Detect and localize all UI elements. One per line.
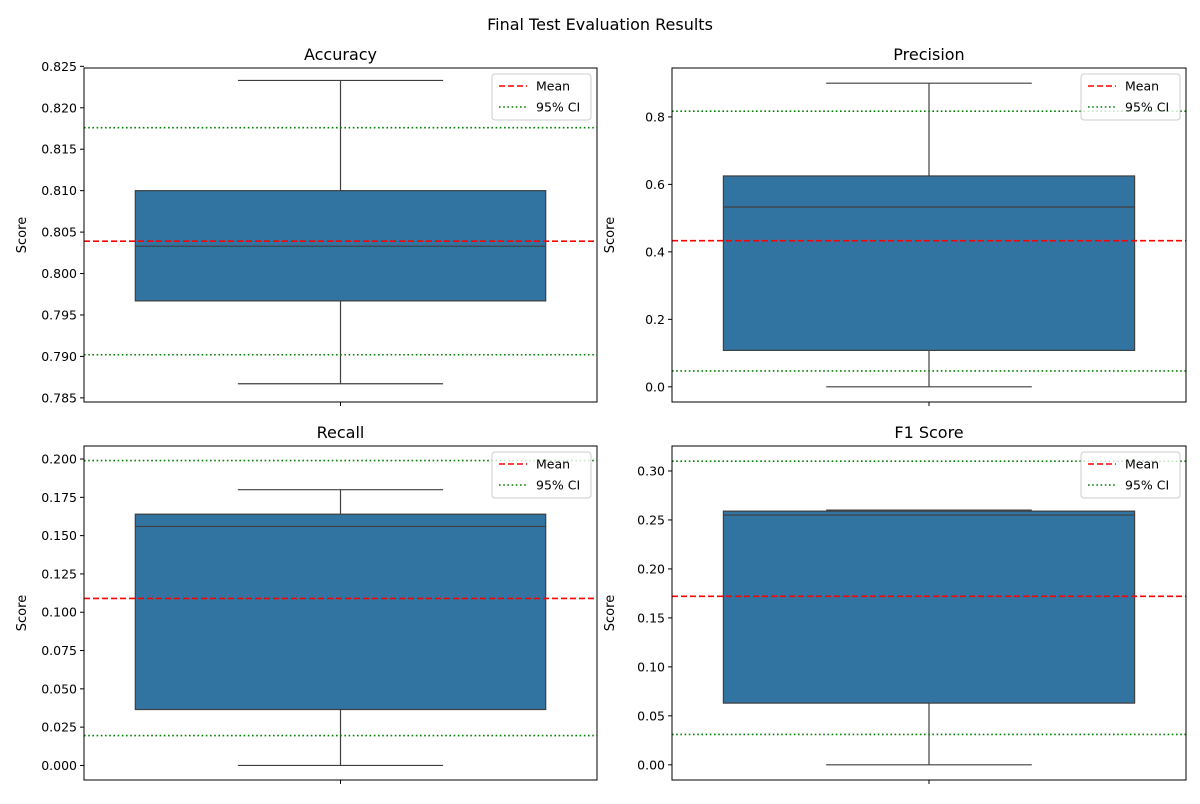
legend-mean-label: Mean bbox=[1125, 79, 1159, 94]
y-tick-label: 0.200 bbox=[41, 452, 77, 467]
y-axis-label: Score bbox=[15, 595, 30, 631]
figure-title: Final Test Evaluation Results bbox=[487, 15, 713, 34]
legend-ci-label: 95% CI bbox=[1125, 478, 1169, 493]
y-tick-label: 0.820 bbox=[41, 100, 77, 115]
y-tick-label: 0.825 bbox=[41, 59, 77, 74]
y-tick-label: 0.175 bbox=[41, 490, 77, 505]
legend-frame bbox=[1080, 73, 1181, 121]
legend-ci-label: 95% CI bbox=[536, 100, 580, 115]
y-tick-label: 0.6 bbox=[645, 177, 665, 192]
y-tick-label: 0.795 bbox=[41, 307, 77, 322]
legend-frame bbox=[1080, 451, 1181, 499]
y-tick-label: 0.8 bbox=[645, 109, 665, 124]
y-tick-label: 0.800 bbox=[41, 266, 77, 281]
y-tick-label: 0.000 bbox=[41, 758, 77, 773]
y-tick-label: 0.10 bbox=[637, 659, 665, 674]
axes-frame bbox=[83, 67, 598, 403]
y-axis-label: Score bbox=[603, 217, 618, 253]
subplot-3: Recall Score 0.000 0.025 0.050 0.075 0.100 0.12… bbox=[15, 423, 598, 784]
y-tick-label: 0.05 bbox=[637, 708, 665, 723]
y-tick-label: 0.125 bbox=[41, 566, 77, 581]
box bbox=[722, 510, 1136, 704]
y-tick-label: 0.815 bbox=[41, 142, 77, 157]
legend: Mean 95% CI bbox=[1080, 73, 1181, 121]
legend: Mean 95% CI bbox=[491, 73, 592, 121]
y-tick-label: 0.25 bbox=[637, 512, 665, 527]
legend-mean-label: Mean bbox=[536, 79, 570, 94]
box bbox=[722, 175, 1136, 351]
y-tick-label: 0.025 bbox=[41, 720, 77, 735]
legend-frame bbox=[491, 451, 592, 499]
y-axis-label: Score bbox=[15, 217, 30, 253]
y-tick-label: 0.075 bbox=[41, 643, 77, 658]
legend: Mean 95% CI bbox=[1080, 451, 1181, 499]
y-tick-label: 0.20 bbox=[637, 561, 665, 576]
subplot-4: F1 Score Score 0.00 0.05 0.10 0.15 0.20 0.25 0.3… bbox=[603, 423, 1187, 784]
subplot-1: Accuracy Score 0.785 0.790 0.795 0.800 0.805 0.… bbox=[15, 45, 598, 406]
y-tick-label: 0.100 bbox=[41, 605, 77, 620]
axes-frame bbox=[671, 445, 1187, 781]
y-tick-label: 0.050 bbox=[41, 681, 77, 696]
y-tick-label: 0.150 bbox=[41, 528, 77, 543]
subplot-2: Precision Score 0.0 0.2 0.4 0.6 0.8 Mean 95% CI bbox=[603, 45, 1187, 406]
y-tick-label: 0.30 bbox=[637, 463, 665, 478]
legend-ci-label: 95% CI bbox=[1125, 100, 1169, 115]
subplot-title: F1 Score bbox=[894, 423, 963, 442]
y-tick-label: 0.805 bbox=[41, 225, 77, 240]
subplot-title: Recall bbox=[317, 423, 365, 442]
y-tick-label: 0.785 bbox=[41, 390, 77, 405]
legend-mean-label: Mean bbox=[1125, 457, 1159, 472]
y-tick-label: 0.810 bbox=[41, 183, 77, 198]
legend-mean-label: Mean bbox=[536, 457, 570, 472]
legend-frame bbox=[491, 73, 592, 121]
subplot-title: Accuracy bbox=[304, 45, 377, 64]
y-tick-label: 0.00 bbox=[637, 757, 665, 772]
legend: Mean 95% CI bbox=[491, 451, 592, 499]
subplot-title: Precision bbox=[893, 45, 964, 64]
box bbox=[134, 513, 547, 711]
legend-ci-label: 95% CI bbox=[536, 478, 580, 493]
y-tick-label: 0.15 bbox=[637, 610, 665, 625]
y-tick-label: 0.4 bbox=[645, 244, 665, 259]
axes-frame bbox=[671, 67, 1187, 403]
y-tick-label: 0.0 bbox=[645, 379, 665, 394]
y-tick-label: 0.790 bbox=[41, 349, 77, 364]
y-tick-label: 0.2 bbox=[645, 312, 665, 327]
y-axis-label: Score bbox=[603, 595, 618, 631]
axes-frame bbox=[83, 445, 598, 781]
